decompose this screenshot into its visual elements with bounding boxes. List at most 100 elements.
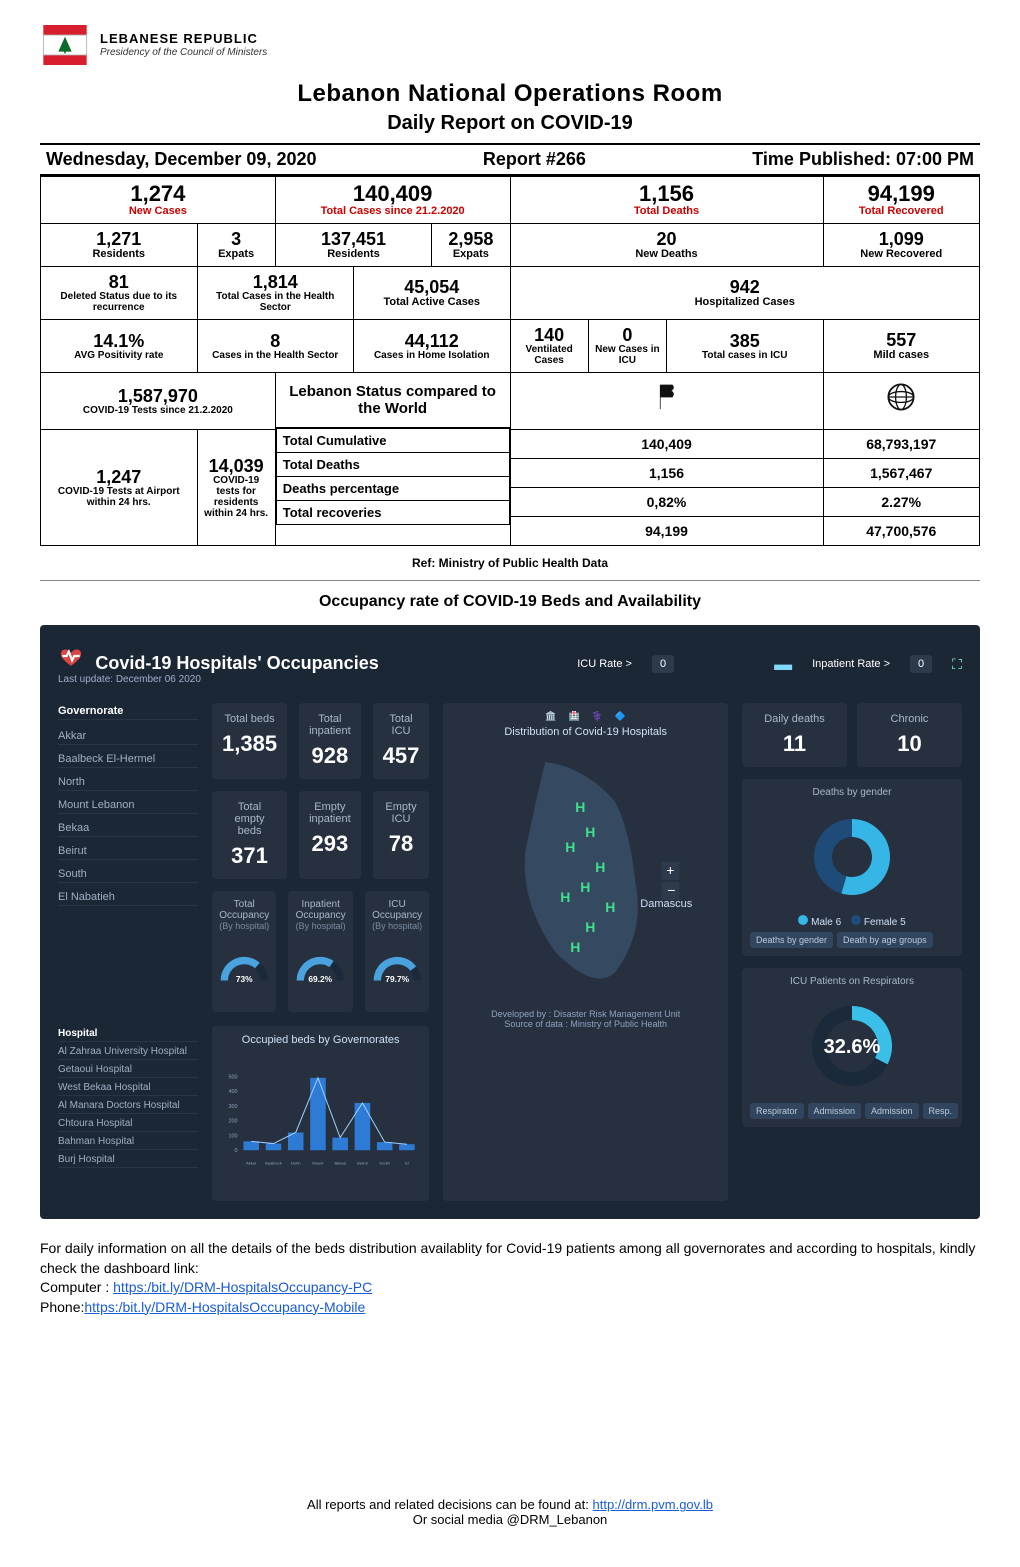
positivity-value: 14.1%	[45, 332, 193, 350]
new-icu-value: 0	[593, 326, 662, 344]
governorate-item[interactable]: Beirut	[58, 843, 198, 860]
svg-text:400: 400	[228, 1089, 237, 1095]
governorate-item[interactable]: Baalbeck El-Hermel	[58, 751, 198, 768]
hospital-item[interactable]: Al Zahraa University Hospital	[58, 1044, 198, 1060]
wc-leb-1: 1,156	[510, 459, 823, 488]
inpatient-legend-icon: ▬	[774, 654, 792, 675]
icu-respirators-card: ICU Patients on Respirators 32.6% Respir…	[742, 968, 962, 1127]
lebanon-map-icon[interactable]: HHH HHH HHH Damascus + −	[451, 742, 720, 1002]
resident-tests-label: COVID-19 tests for residents within 24 h…	[202, 475, 271, 519]
metric-card-empty-inpatient: Empty inpatient293	[299, 791, 361, 879]
svg-text:El: El	[405, 1160, 409, 1165]
map-legend-item: 🏛️	[545, 711, 556, 722]
footer-prefix: All reports and related decisions can be…	[307, 1497, 592, 1512]
footer-link[interactable]: http://drm.pvm.gov.lb	[593, 1497, 713, 1512]
metric-card-total-empty-beds: Total empty beds371	[212, 791, 287, 879]
expand-icon[interactable]: ⛶	[952, 656, 962, 673]
hospital-item[interactable]: Getaoui Hospital	[58, 1062, 198, 1078]
svg-text:300: 300	[228, 1104, 237, 1110]
tab[interactable]: Resp.	[923, 1103, 959, 1119]
hospital-item[interactable]: Bahman Hospital	[58, 1134, 198, 1150]
residents-new-label: Residents	[45, 248, 193, 260]
hs-cases-label: Cases in the Health Sector	[202, 350, 350, 361]
female-value: 5	[900, 917, 906, 928]
governorate-item[interactable]: South	[58, 866, 198, 883]
tab[interactable]: Admission	[865, 1103, 919, 1119]
governorate-item[interactable]: El Nabatieh	[58, 889, 198, 906]
metric-card-total-icu: Total ICU457	[373, 703, 430, 779]
hospital-item[interactable]: West Bekaa Hospital	[58, 1080, 198, 1096]
map-title: Distribution of Covid-19 Hospitals	[451, 726, 720, 738]
new-icu-label: New Cases in ICU	[593, 344, 662, 366]
computer-link-label: Computer :	[40, 1279, 113, 1295]
svg-text:H: H	[606, 899, 616, 915]
svg-text:South: South	[379, 1160, 390, 1165]
total-recovered-label: Total Recovered	[828, 205, 976, 217]
world-compare-table: Total Cumulative Total Deaths Deaths per…	[276, 428, 510, 525]
svg-text:73%: 73%	[236, 974, 253, 984]
world-compare-title: Lebanon Status compared to the World	[276, 373, 510, 428]
total-tests-label: COVID-19 Tests since 21.2.2020	[45, 405, 271, 416]
wc-leb-3: 94,199	[510, 517, 823, 546]
svg-text:H: H	[571, 939, 581, 955]
governorate-item[interactable]: North	[58, 774, 198, 791]
hospital-item[interactable]: Burj Hospital	[58, 1152, 198, 1168]
governorate-item[interactable]: Akkar	[58, 728, 198, 745]
wc-row-1-label: Total Deaths	[276, 453, 509, 477]
svg-text:Akkar: Akkar	[246, 1160, 257, 1165]
zoom-controls[interactable]: + −	[662, 862, 680, 900]
tab[interactable]: Death by age groups	[837, 932, 933, 948]
map-legend-item: 🏥	[568, 711, 579, 722]
governorate-item[interactable]: Mount Lebanon	[58, 797, 198, 814]
expats-total-value: 2,958	[436, 230, 505, 248]
org-header: LEBANESE REPUBLIC Presidency of the Coun…	[40, 20, 980, 70]
active-label: Total Active Cases	[358, 296, 506, 308]
computer-dashboard-link[interactable]: https:/bit.ly/DRM-HospitalsOccupancy-PC	[113, 1279, 372, 1295]
gauge-icu-occupancy: ICU Occupancy(By hospital)79.7%	[365, 891, 429, 1012]
map-developed-by: Developed by : Disaster Risk Management …	[451, 1009, 720, 1019]
filter-inpatient-value[interactable]: 0	[910, 655, 932, 673]
wc-row-2-label: Deaths percentage	[276, 477, 509, 501]
svg-text:H: H	[576, 799, 586, 815]
hospital-header: Hospital	[58, 1026, 198, 1042]
svg-text:H: H	[586, 824, 596, 840]
phone-link-label: Phone:	[40, 1299, 84, 1315]
health-icon	[58, 658, 87, 672]
total-cases-value: 140,409	[280, 183, 506, 205]
home-iso-label: Cases in Home Isolation	[358, 350, 506, 361]
dashboard-header: Covid-19 Hospitals' Occupancies Last upd…	[58, 643, 962, 685]
svg-text:+: +	[667, 862, 675, 878]
hs-cases-value: 8	[202, 332, 350, 350]
total-tests-value: 1,587,970	[45, 387, 271, 405]
ventilated-value: 140	[515, 326, 584, 344]
bar-chart-title: Occupied beds by Governorates	[220, 1034, 421, 1046]
expats-new-label: Expats	[202, 248, 271, 260]
hospital-item[interactable]: Al Manara Doctors Hospital	[58, 1098, 198, 1114]
tab[interactable]: Deaths by gender	[750, 932, 833, 948]
phone-dashboard-link[interactable]: https:/bit.ly/DRM-HospitalsOccupancy-Mob…	[84, 1299, 365, 1315]
filter-inpatient-label: Inpatient Rate >	[812, 658, 890, 670]
tab[interactable]: Admission	[808, 1103, 862, 1119]
expats-new-value: 3	[202, 230, 271, 248]
hospital-item[interactable]: Chtoura Hospital	[58, 1116, 198, 1132]
chronic-card: Chronic 10	[857, 703, 962, 767]
expats-total-label: Expats	[436, 248, 505, 260]
wc-leb-0: 140,409	[510, 430, 823, 459]
tab[interactable]: Respirator	[750, 1103, 804, 1119]
male-value: 6	[836, 917, 842, 928]
occupied-beds-chart-card: Occupied beds by Governorates 0100200300…	[212, 1026, 429, 1201]
resident-tests-value: 14,039	[202, 457, 271, 475]
gauge-inpatient-occupancy: Inpatient Occupancy(By hospital)69.2%	[288, 891, 352, 1012]
svg-text:Mount: Mount	[312, 1160, 324, 1165]
filter-icu-value[interactable]: 0	[652, 655, 674, 673]
org-name: LEBANESE REPUBLIC	[100, 32, 267, 46]
svg-text:H: H	[586, 919, 596, 935]
metric-card-total-inpatient: Total inpatient928	[299, 703, 361, 779]
stats-table: 1,274 New Cases 140,409 Total Cases sinc…	[40, 176, 980, 546]
mild-value: 557	[828, 331, 976, 349]
governorate-item[interactable]: Bekaa	[58, 820, 198, 837]
governorate-header: Governorate	[58, 703, 198, 720]
total-cases-label: Total Cases since 21.2.2020	[280, 205, 506, 217]
gauge-total-occupancy: Total Occupancy(By hospital)73%	[212, 891, 276, 1012]
metric-card-empty-icu: Empty ICU78	[373, 791, 430, 879]
